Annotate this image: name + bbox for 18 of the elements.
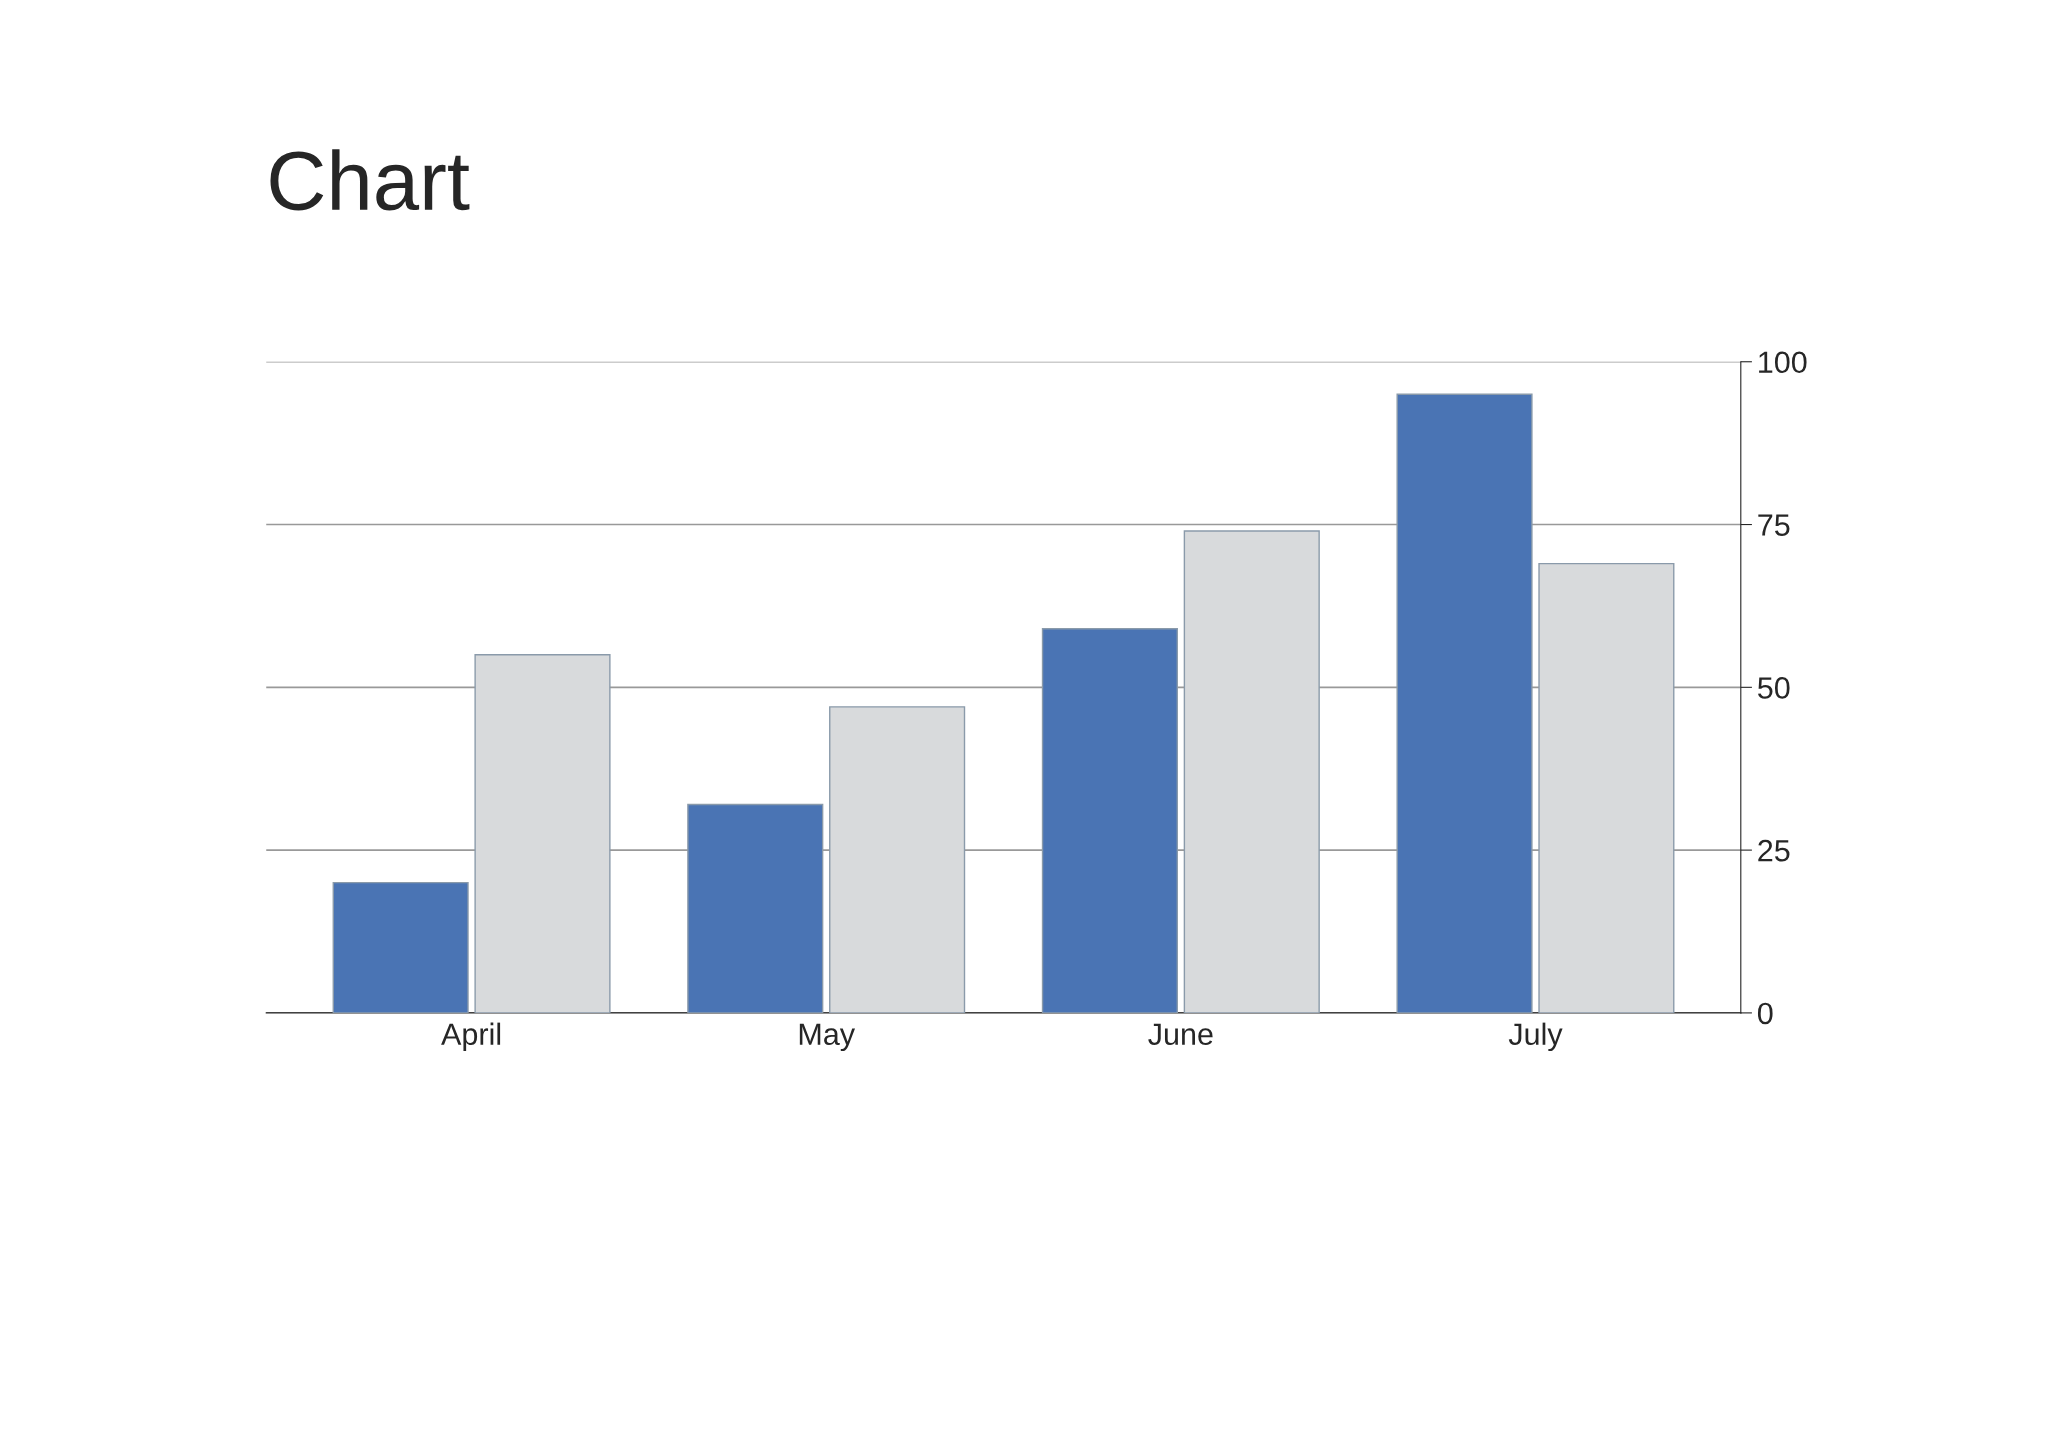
bar (474, 654, 611, 1013)
chart-title: Chart (270, 149, 470, 211)
bar (1396, 393, 1533, 1013)
bar (332, 881, 469, 1013)
y-tick-label: 75 (1758, 514, 1790, 536)
y-tick-label: 50 (1757, 677, 1790, 699)
y-tick-label: 25 (1758, 839, 1790, 862)
bar (687, 803, 824, 1013)
y-tick-label: 100 (1759, 351, 1807, 374)
x-tick-label: June (1148, 1023, 1213, 1046)
x-tick-label: April (441, 1022, 501, 1052)
x-tick-label: May (799, 1023, 856, 1052)
bar (1538, 562, 1675, 1013)
bar (829, 706, 966, 1013)
x-tick-label: July (1508, 1022, 1563, 1052)
bar (1183, 530, 1320, 1013)
y-tick-label: 0 (1757, 1002, 1773, 1025)
bar (1041, 628, 1178, 1013)
